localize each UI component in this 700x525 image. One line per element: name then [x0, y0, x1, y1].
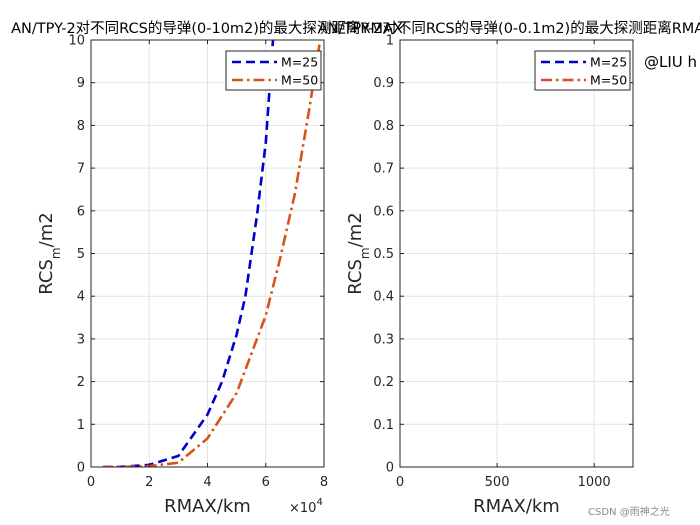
- left-ytick-label-6: 6: [77, 204, 85, 219]
- left-xtick-label-3: 6: [262, 475, 270, 490]
- right-ytick-label-4: 0.4: [373, 290, 394, 305]
- right-ylabel-sub: m: [358, 247, 372, 259]
- left-x-exponent-power: 4: [316, 497, 322, 508]
- right-ytick-label-6: 0.6: [373, 204, 394, 219]
- left-xtick-label-0: 0: [87, 475, 95, 490]
- left-ylabel: RCSm/m2: [36, 212, 63, 294]
- right-axes: 0 500 1000 0 0.1 0.2 0.3 0.4 0.5 0.6 0.7 0.8 0.9 1 RMA…: [345, 34, 634, 517]
- left-ylabel-sub: m: [49, 247, 63, 259]
- right-ytick-label-10: 1: [386, 34, 394, 49]
- left-legend-box: [225, 50, 322, 91]
- right-ytick-label-8: 0.8: [373, 119, 394, 134]
- right-xtick-label-0: 0: [396, 475, 404, 490]
- left-ytick-label-3: 3: [77, 332, 85, 347]
- left-ylabel-suffix: /m2: [36, 212, 57, 247]
- left-ytick-label-7: 7: [77, 162, 85, 177]
- right-xtick-label-1: 500: [485, 475, 510, 490]
- left-ylabel-main: RCS: [36, 259, 57, 295]
- right-xtick-label-2: 1000: [578, 475, 611, 490]
- right-ytick-label-1: 0.1: [373, 418, 394, 433]
- right-ytick-label-5: 0.5: [373, 247, 394, 262]
- right-ylabel: RCSm/m2: [345, 212, 372, 294]
- right-legend-label-M=50: M=50: [590, 73, 627, 88]
- left-legend-label-M=25: M=25: [281, 55, 318, 70]
- right-ytick-label-3: 0.3: [373, 332, 394, 347]
- left-ytick-label-2: 2: [77, 375, 85, 390]
- left-series-line-M=50: [102, 40, 322, 467]
- right-ytick-label-0: 0: [386, 461, 394, 476]
- left-ytick-label-9: 9: [77, 76, 85, 91]
- csdn-watermark: CSDN @雨神之光: [588, 505, 670, 518]
- left-xtick-label-4: 8: [320, 475, 328, 490]
- left-legend-label-M=50: M=50: [281, 73, 318, 88]
- right-chart-title: AN/TPY-2对不同RCS的导弹(0-0.1m2)的最大探测距离RMAX: [318, 20, 700, 37]
- left-xlabel: RMAX/km: [164, 496, 251, 517]
- right-legend-label-M=25: M=25: [590, 55, 627, 70]
- left-ytick-label-10: 10: [68, 34, 85, 49]
- left-ytick-label-0: 0: [77, 461, 85, 476]
- right-legend-box: [534, 50, 631, 91]
- right-ylabel-suffix: /m2: [345, 212, 366, 247]
- left-chart-title: AN/TPY-2对不同RCS的导弹(0-10m2)的最大探测距离RMAX: [11, 20, 403, 37]
- left-series-line-M=25: [102, 40, 275, 467]
- right-ylabel-main: RCS: [345, 259, 366, 295]
- left-x-exponent-base: ×10: [289, 501, 316, 516]
- right-ytick-label-7: 0.7: [373, 162, 394, 177]
- right-ytick-label-2: 0.2: [373, 375, 394, 390]
- left-xtick-label-2: 4: [203, 475, 211, 490]
- left-ytick-label-5: 5: [77, 247, 85, 262]
- left-ytick-label-1: 1: [77, 418, 85, 433]
- right-ytick-label-9: 0.9: [373, 76, 394, 91]
- left-ytick-label-8: 8: [77, 119, 85, 134]
- author-annotation: @LIU h: [644, 53, 697, 71]
- right-xlabel: RMAX/km: [473, 496, 560, 517]
- left-x-exponent: ×104: [289, 497, 323, 516]
- left-xtick-label-1: 2: [145, 475, 153, 490]
- left-ytick-label-4: 4: [77, 290, 85, 305]
